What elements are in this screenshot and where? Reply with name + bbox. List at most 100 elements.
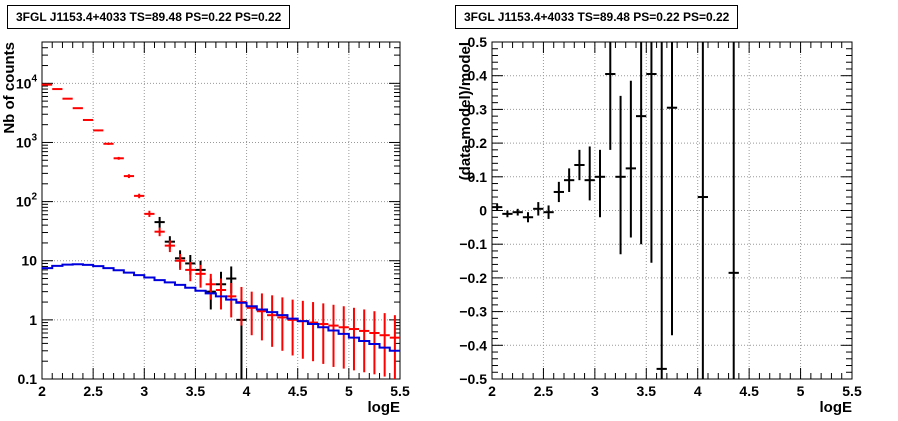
right-y-tick-label: −0.2	[459, 270, 487, 286]
left-x-tick-label: 2.5	[83, 383, 103, 399]
right-residual-point	[574, 149, 585, 181]
left-model-point	[82, 118, 94, 121]
left-y-tick-base: 10	[16, 134, 32, 150]
left-model-point	[297, 300, 308, 359]
right-y-tick-label: −0.5	[459, 371, 487, 387]
right-residual-point	[564, 168, 575, 192]
left-x-tick-label: 5.5	[390, 383, 410, 399]
left-model-point	[52, 88, 63, 91]
left-plot-frame	[41, 41, 401, 380]
left-x-tick-label: 4.5	[288, 383, 308, 399]
left-y-tick-base: 10	[16, 75, 32, 91]
left-model-point	[62, 97, 73, 100]
left-y-tick-label: 102	[16, 192, 38, 210]
left-model-point	[42, 83, 53, 86]
left-y-tick-exp: 4	[31, 73, 37, 84]
left-model-point	[379, 313, 390, 377]
left-model-point	[205, 273, 216, 300]
right-residual-point	[492, 203, 503, 211]
right-x-tick-label: 2	[488, 383, 496, 399]
left-panel-title: 3FGL J1153.4+4033 TS=89.48 PS=0.22 PS=0.…	[7, 5, 291, 29]
left-y-tick-base: 10	[16, 194, 32, 210]
right-residual-point	[584, 146, 595, 201]
right-x-tick-label: 2.5	[534, 383, 554, 399]
left-model-point	[338, 306, 349, 369]
right-x-axis-title: logE	[820, 399, 853, 416]
left-model-point	[195, 264, 206, 288]
right-residual-point	[625, 80, 636, 238]
right-x-tick-label: 5	[797, 383, 805, 399]
right-residual-point	[728, 42, 739, 379]
right-residual-point	[594, 149, 606, 218]
left-model-point	[134, 193, 145, 199]
right-y-tick-label: 0.2	[468, 135, 488, 151]
right-residual-point	[697, 42, 708, 379]
left-model-point	[328, 304, 339, 367]
right-residual-point	[656, 42, 667, 379]
right-y-tick-label: 0.4	[468, 68, 488, 84]
left-model-point	[348, 307, 360, 371]
right-residual-point	[605, 42, 616, 150]
left-y-tick-label: 10	[21, 253, 37, 269]
right-y-tick-label: 0.1	[468, 169, 488, 185]
left-y-tick-exp: 3	[31, 132, 37, 143]
left-model-point	[287, 299, 298, 356]
left-x-tick-label: 5	[345, 383, 353, 399]
left-x-tick-label: 3	[140, 383, 148, 399]
left-model-point	[113, 156, 124, 160]
left-x-tick-label: 2	[38, 383, 46, 399]
right-residual-point	[615, 95, 626, 255]
left-model-point	[267, 295, 278, 347]
left-y-tick-label: 1	[29, 312, 37, 328]
left-model-point	[174, 253, 186, 270]
left-model-step-line	[42, 263, 400, 352]
left-model-point	[256, 293, 268, 341]
left-y-tick-label: 104	[16, 73, 38, 91]
right-x-tick-label: 4	[694, 383, 702, 399]
left-model-point	[103, 142, 114, 145]
right-y-tick-label: −0.3	[459, 304, 487, 320]
left-model-point	[246, 291, 257, 336]
left-model-point	[389, 315, 400, 379]
right-x-tick-label: 5.5	[842, 383, 862, 399]
left-y-axis-title: Nb of counts	[1, 42, 18, 134]
left-model-point	[123, 174, 135, 179]
right-x-tick-label: 4.5	[739, 383, 759, 399]
right-y-tick-label: −0.1	[459, 236, 487, 252]
left-model-point	[154, 227, 165, 237]
left-y-tick-label: 0.1	[18, 371, 38, 387]
right-residual-point	[502, 210, 513, 218]
left-x-axis-title: logE	[368, 399, 401, 416]
left-x-tick-label: 3.5	[186, 383, 206, 399]
right-residual-point	[512, 208, 523, 216]
left-y-tick-label: 103	[16, 132, 38, 150]
left-model-point	[318, 303, 329, 364]
left-model-point	[277, 297, 288, 351]
right-x-tick-label: 3	[591, 383, 599, 399]
right-residual-point	[666, 42, 678, 336]
left-model-point	[215, 278, 227, 310]
left-model-point	[185, 262, 196, 282]
right-residual-point	[553, 181, 564, 203]
left-model-point	[144, 210, 155, 217]
right-y-tick-label: 0.3	[468, 101, 488, 117]
right-y-axis-title: (data-model)/model	[457, 42, 474, 180]
left-model-point	[93, 129, 104, 132]
right-panel-title: 3FGL J1153.4+4033 TS=89.48 PS=0.22 PS=0.…	[455, 5, 739, 29]
left-x-tick-label: 4	[243, 383, 251, 399]
right-residual-point	[533, 202, 544, 216]
left-model-point	[164, 240, 175, 253]
right-residual-point	[646, 42, 657, 263]
right-x-tick-label: 3.5	[637, 383, 657, 399]
right-residual-point	[636, 42, 647, 245]
right-residual-point	[543, 205, 554, 219]
right-y-tick-label: 0	[479, 203, 487, 219]
left-model-point	[307, 302, 319, 362]
right-residual-point	[522, 212, 534, 223]
left-model-point	[72, 107, 83, 110]
right-y-tick-label: −0.4	[459, 337, 487, 353]
right-y-tick-label: 0.5	[468, 34, 488, 50]
left-model-point	[369, 311, 380, 375]
left-y-tick-exp: 2	[31, 192, 37, 203]
